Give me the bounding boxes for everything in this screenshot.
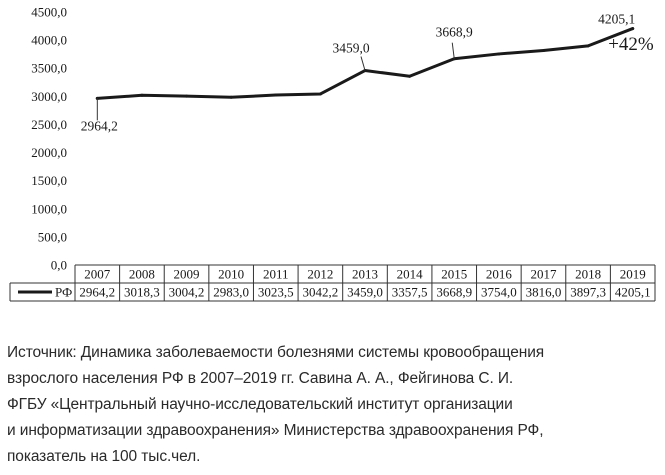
y-tick-label: 2500,0 — [31, 117, 67, 132]
data-point — [140, 93, 144, 97]
data-point — [497, 52, 501, 56]
y-tick-label: 1500,0 — [31, 173, 67, 188]
table-value-cell: 3004,2 — [169, 285, 205, 300]
caption-line: ФГБУ «Центральный научно-исследовательск… — [7, 396, 513, 413]
data-point — [185, 94, 189, 98]
data-point — [541, 48, 545, 52]
x-tick-label: 2014 — [397, 267, 424, 282]
table-value-cell: 3357,5 — [392, 285, 428, 300]
point-value-label: 2964,2 — [81, 118, 118, 133]
x-tick-label: 2018 — [575, 267, 601, 282]
y-tick-label: 500,0 — [38, 229, 67, 244]
caption-line: Источник: Динамика заболеваемости болезн… — [7, 344, 545, 361]
y-tick-label: 4500,0 — [31, 5, 67, 20]
table-value-cell: 3897,3 — [570, 285, 606, 300]
caption-line: показатель на 100 тыс.чел. — [7, 448, 201, 465]
line-chart: 0,0 500,0 1000,0 1500,0 2000,0 2500,0 3000,0 35… — [9, 5, 656, 302]
data-point — [274, 93, 278, 97]
x-tick-label: 2019 — [620, 267, 646, 282]
growth-annotation: +42% — [608, 34, 654, 55]
source-caption: Источник: Динамика заболеваемости болезн… — [7, 340, 657, 470]
x-tick-label: 2017 — [530, 267, 557, 282]
x-tick-label: 2007 — [84, 267, 111, 282]
data-point — [586, 44, 590, 48]
table-value-cell: 2964,2 — [79, 285, 115, 300]
label-leader-line — [360, 56, 366, 71]
data-point — [229, 95, 233, 99]
data-point — [631, 27, 635, 31]
y-tick-label: 1000,0 — [31, 201, 67, 216]
x-tick-label: 2013 — [352, 267, 378, 282]
caption-line: и информатизации здравоохранения» Минист… — [7, 422, 544, 439]
point-value-label: 3668,9 — [436, 25, 473, 40]
table-value-cell: 3668,9 — [436, 285, 472, 300]
y-tick-label: 0,0 — [51, 258, 67, 273]
table-value-cell: 4205,1 — [615, 285, 651, 300]
table-value-cell: 2983,0 — [213, 285, 249, 300]
point-value-label: 3459,0 — [332, 41, 369, 56]
x-tick-label: 2016 — [486, 267, 513, 282]
x-tick-label: 2010 — [218, 267, 244, 282]
x-tick-label: 2015 — [441, 267, 467, 282]
table-value-cell: 3023,5 — [258, 285, 294, 300]
x-tick-label: 2012 — [307, 267, 333, 282]
y-tick-label: 4000,0 — [31, 33, 67, 48]
y-tick-label: 2000,0 — [31, 145, 67, 160]
y-tick-label: 3500,0 — [31, 61, 67, 76]
data-point — [318, 92, 322, 96]
legend-label: РФ — [55, 285, 72, 300]
table-value-cell: 3018,3 — [124, 285, 160, 300]
x-tick-label: 2009 — [174, 267, 200, 282]
label-leader-line — [451, 42, 455, 59]
table-value-cell: 3754,0 — [481, 285, 517, 300]
table-value-cell: 3042,2 — [303, 285, 339, 300]
x-tick-label: 2011 — [263, 267, 289, 282]
table-value-cell: 3816,0 — [526, 285, 562, 300]
data-point — [408, 74, 412, 78]
y-tick-label: 3000,0 — [31, 89, 67, 104]
point-value-label: 4205,1 — [598, 12, 635, 27]
table-value-cell: 3459,0 — [347, 285, 383, 300]
caption-line: взрослого населения РФ в 2007–2019 гг. С… — [7, 370, 514, 387]
x-tick-label: 2008 — [129, 267, 155, 282]
series-line-rf — [95, 27, 635, 100]
